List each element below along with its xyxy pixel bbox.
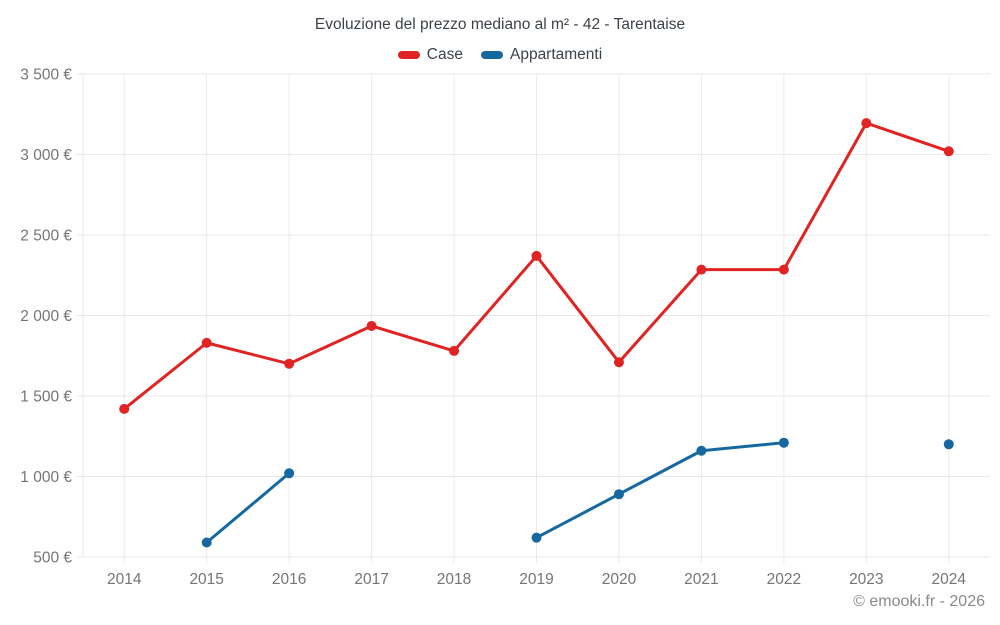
data-point-case-2021[interactable] [696, 264, 707, 275]
y-axis-tick-label: 3 000 € [20, 147, 72, 164]
x-axis-tick-label: 2019 [519, 571, 553, 588]
x-axis-tick-label: 2016 [272, 571, 306, 588]
x-axis-tick-label: 2024 [932, 571, 967, 588]
data-point-case-2016[interactable] [284, 358, 295, 369]
data-point-case-2015[interactable] [201, 337, 212, 348]
legend: Case Appartamenti [0, 46, 1000, 64]
legend-item-case[interactable]: Case [397, 46, 463, 64]
data-point-case-2019[interactable] [531, 250, 542, 261]
data-point-appartamenti-2022[interactable] [778, 437, 789, 448]
data-point-case-2017[interactable] [366, 320, 377, 331]
data-point-appartamenti-2024[interactable] [943, 439, 954, 450]
data-point-case-2023[interactable] [861, 118, 872, 129]
legend-item-appartamenti[interactable]: Appartamenti [480, 46, 603, 64]
series-line-appartamenti [205, 472, 291, 544]
y-axis-tick-label: 1 500 € [20, 389, 72, 406]
legend-marker-case [397, 51, 420, 59]
data-point-appartamenti-2020[interactable] [613, 489, 624, 500]
copyright: © emooki.fr - 2026 [853, 593, 985, 610]
data-point-appartamenti-2021[interactable] [696, 445, 707, 456]
x-axis-tick-label: 2018 [437, 571, 471, 588]
x-axis-tick-label: 2021 [684, 571, 718, 588]
data-point-case-2018[interactable] [449, 345, 460, 356]
x-axis-tick-label: 2014 [107, 571, 142, 588]
y-axis-tick-label: 2 000 € [20, 308, 72, 325]
y-axis-tick-label: 500 € [33, 550, 72, 567]
chart-title: Evoluzione del prezzo mediano al m² - 42… [314, 16, 686, 33]
x-axis-tick-label: 2017 [354, 571, 388, 588]
x-axis-tick-label: 2020 [602, 571, 637, 588]
y-axis-tick-label: 1 000 € [20, 469, 72, 486]
y-axis-tick-label: 3 500 € [20, 67, 72, 84]
data-point-case-2014[interactable] [119, 403, 130, 414]
legend-marker-appartamenti [480, 51, 503, 59]
data-point-appartamenti-2016[interactable] [284, 468, 295, 479]
x-axis-tick-label: 2015 [189, 571, 223, 588]
x-axis-tick-label: 2023 [849, 571, 883, 588]
series-line-appartamenti [535, 441, 785, 540]
legend-label-appartamenti: Appartamenti [509, 46, 603, 63]
data-point-case-2020[interactable] [613, 357, 624, 368]
data-point-case-2024[interactable] [943, 146, 954, 157]
legend-label-case: Case [426, 46, 463, 63]
x-axis-tick-label: 2022 [767, 571, 801, 588]
data-point-appartamenti-2019[interactable] [531, 532, 542, 543]
data-point-case-2022[interactable] [778, 264, 789, 275]
y-axis-tick-label: 2 500 € [20, 228, 72, 245]
data-point-appartamenti-2015[interactable] [201, 537, 212, 548]
